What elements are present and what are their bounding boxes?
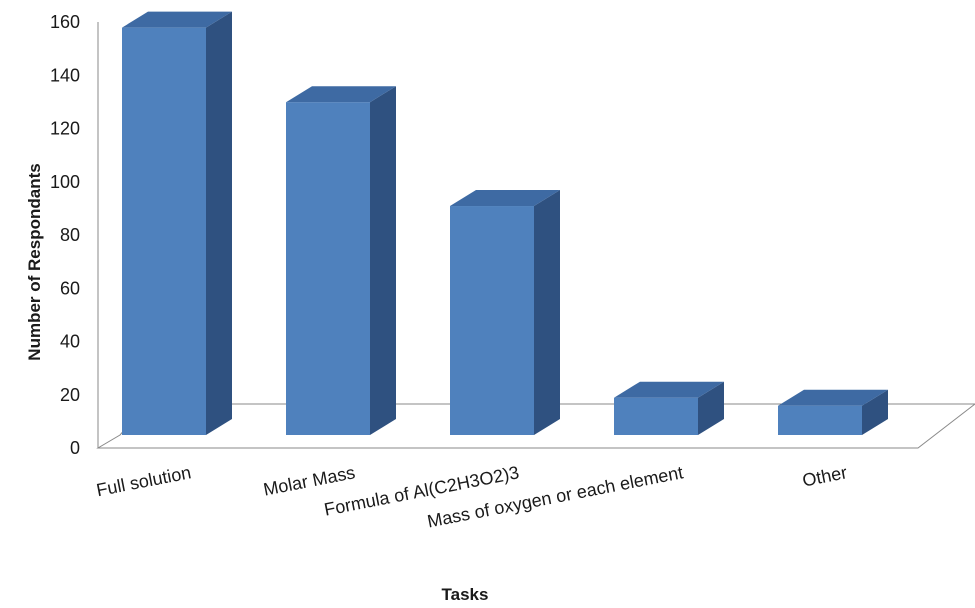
bar-front (450, 206, 534, 435)
bar-side (862, 389, 888, 435)
bar (122, 11, 232, 435)
bar-front (614, 397, 698, 435)
bar-side (370, 86, 396, 435)
y-tick-label: 80 (60, 225, 80, 245)
y-tick-label: 20 (60, 385, 80, 405)
y-axis-title: Number of Respondants (25, 163, 44, 360)
bar-side (698, 381, 724, 435)
y-tick-label: 100 (50, 172, 80, 192)
bar-top (450, 190, 560, 207)
bar-top (614, 381, 724, 398)
bar (286, 86, 396, 435)
bar (778, 389, 888, 435)
bar-top (122, 11, 232, 28)
category-label: Full solution (95, 462, 193, 500)
y-tick-label: 120 (50, 119, 80, 139)
y-tick-label: 60 (60, 278, 80, 298)
y-tick-label: 0 (70, 438, 80, 458)
bar-side (206, 11, 232, 435)
bar-top (778, 389, 888, 406)
bar-front (286, 102, 370, 435)
bar (450, 190, 560, 435)
bars (122, 11, 888, 435)
y-tick-label: 140 (50, 65, 80, 85)
y-axis: 0 20 40 60 80 100 120 140 160 (50, 12, 99, 458)
y-tick-label: 160 (50, 12, 80, 32)
category-label: Other (801, 462, 849, 490)
bar-top (286, 86, 396, 103)
bar-side (534, 190, 560, 435)
category-label: Molar Mass (262, 462, 357, 499)
y-tick-labels: 0 20 40 60 80 100 120 140 160 (50, 12, 80, 458)
bar (614, 381, 724, 435)
bar-front (122, 27, 206, 435)
y-tick-label: 40 (60, 332, 80, 352)
bar-front (778, 405, 862, 435)
x-axis-title: Tasks (442, 585, 489, 604)
